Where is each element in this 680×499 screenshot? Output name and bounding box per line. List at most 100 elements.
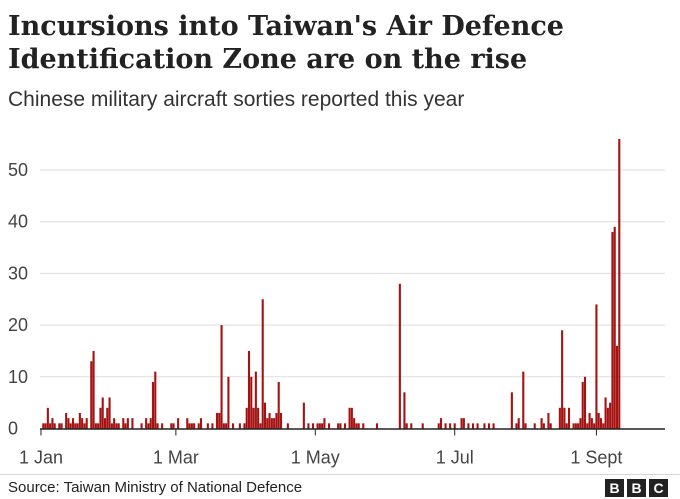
bar xyxy=(337,423,340,429)
bar xyxy=(353,418,356,429)
x-axis: 1 Jan 1 Mar 1 May 1 Jul 1 Sept xyxy=(19,428,665,468)
bar xyxy=(206,423,209,429)
bar xyxy=(323,418,326,429)
bar xyxy=(259,423,262,429)
bar xyxy=(149,418,152,429)
bar xyxy=(586,423,589,429)
bar xyxy=(151,381,155,429)
x-tick-label: 1 Mar xyxy=(153,448,199,468)
bar xyxy=(275,412,278,429)
bar xyxy=(197,423,200,429)
bar xyxy=(106,407,109,429)
bar xyxy=(597,412,600,429)
bar xyxy=(263,402,267,429)
bar xyxy=(113,418,116,429)
source-note: Source: Taiwan Ministry of National Defe… xyxy=(8,479,303,496)
bar xyxy=(76,423,79,429)
y-tick-label: 30 xyxy=(8,263,28,283)
chart-title-line-2: Identification Zone are on the rise xyxy=(8,44,528,75)
bar xyxy=(140,423,143,429)
bar xyxy=(92,350,95,429)
bar xyxy=(94,423,97,429)
bar xyxy=(74,423,77,429)
bar xyxy=(462,418,465,429)
bar xyxy=(357,423,360,429)
bar xyxy=(595,304,598,429)
bar xyxy=(439,418,443,429)
bbc-logo-block-3: C xyxy=(649,479,668,497)
bar xyxy=(375,423,379,429)
bar xyxy=(268,412,271,429)
bar xyxy=(618,138,621,429)
y-tick-label: 20 xyxy=(8,315,28,335)
bar xyxy=(110,423,113,429)
bar xyxy=(350,407,353,429)
bar xyxy=(90,361,93,429)
bar xyxy=(225,423,228,429)
bar xyxy=(117,423,120,429)
bar xyxy=(574,423,577,429)
y-tick-label: 0 xyxy=(8,419,18,439)
bar xyxy=(279,412,283,429)
bar xyxy=(252,407,255,429)
bar xyxy=(286,423,289,429)
bar xyxy=(483,423,486,429)
bar xyxy=(563,407,566,429)
bar xyxy=(593,423,596,429)
bar xyxy=(540,418,543,429)
bar xyxy=(65,412,68,429)
bar xyxy=(199,418,203,429)
bar xyxy=(615,345,619,429)
bar xyxy=(156,423,159,429)
bar xyxy=(613,226,616,429)
bar xyxy=(339,423,342,429)
bar xyxy=(60,423,63,429)
bar xyxy=(170,423,173,429)
bar xyxy=(410,423,413,429)
bar xyxy=(243,423,246,429)
y-tick-label: 40 xyxy=(8,212,28,232)
bar xyxy=(254,371,257,429)
bar xyxy=(193,423,196,429)
bar xyxy=(311,423,315,429)
bar xyxy=(403,392,406,429)
bar xyxy=(565,423,568,429)
chart-title: Incursions into Taiwan's Air Defence Ide… xyxy=(8,10,668,76)
bar xyxy=(147,423,150,429)
bar xyxy=(579,418,582,429)
bar xyxy=(583,376,587,429)
bar xyxy=(460,418,463,429)
x-tick-label: 1 May xyxy=(291,448,340,468)
bar xyxy=(103,418,107,429)
bar xyxy=(266,418,269,429)
bar xyxy=(343,423,347,429)
bar xyxy=(487,423,491,429)
bar xyxy=(467,423,470,429)
bar xyxy=(154,371,157,429)
bar xyxy=(362,423,365,429)
bar xyxy=(561,330,564,429)
bar xyxy=(444,423,447,429)
bar xyxy=(227,376,230,429)
bar xyxy=(611,232,614,429)
footer-divider xyxy=(0,474,680,475)
x-tick-label: 1 Jan xyxy=(19,448,63,468)
bar xyxy=(58,423,61,429)
bar xyxy=(471,423,475,429)
bar xyxy=(42,423,45,429)
y-tick-label: 50 xyxy=(8,160,28,180)
bar xyxy=(161,423,164,429)
bar xyxy=(522,371,525,429)
bar xyxy=(437,423,440,429)
bar xyxy=(51,418,54,429)
bar xyxy=(215,412,219,429)
bar xyxy=(250,376,253,429)
bar xyxy=(542,423,545,429)
bar xyxy=(318,423,321,429)
bar xyxy=(277,381,280,429)
bar xyxy=(245,407,248,429)
bar xyxy=(273,418,276,429)
bar xyxy=(492,423,495,429)
bar xyxy=(172,423,175,429)
bar xyxy=(78,412,81,429)
